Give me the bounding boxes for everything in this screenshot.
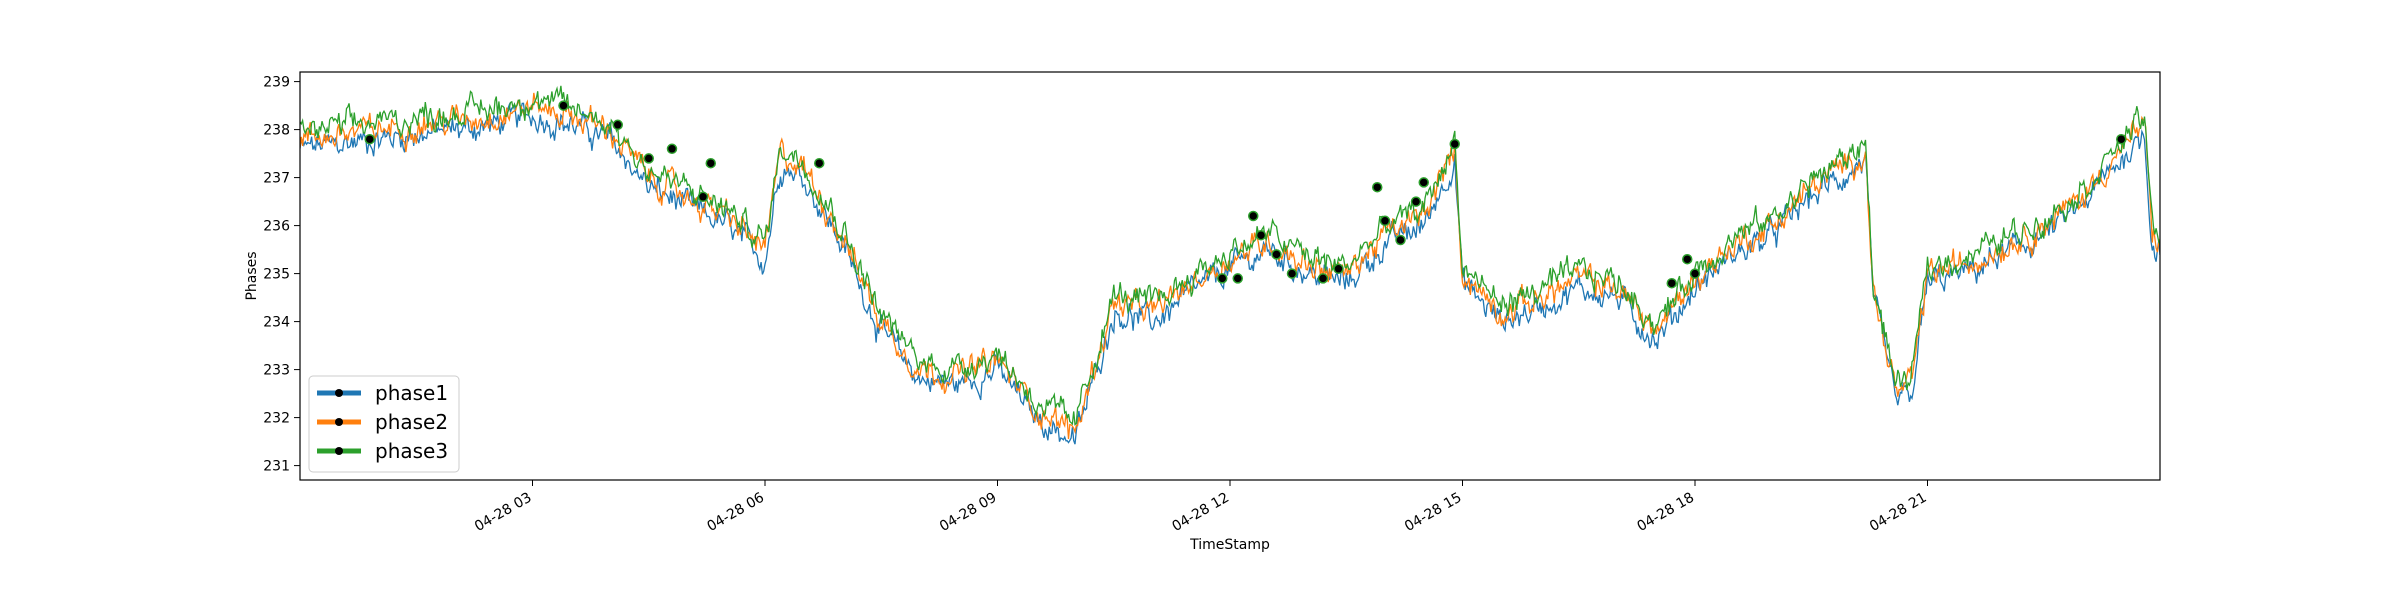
anomaly-marker — [1418, 177, 1429, 188]
legend-label-phase3: phase3 — [375, 439, 448, 463]
anomaly-marker — [643, 153, 654, 164]
x-axis: 04-28 03 04-28 06 04-28 09 04-28 12 04-28 15… — [472, 480, 1930, 535]
anomaly-marker — [1271, 249, 1282, 260]
anomaly-marker — [1372, 181, 1383, 193]
anomaly-marker — [1286, 268, 1298, 279]
legend-label-phase1: phase1 — [375, 381, 448, 405]
anomaly-marker — [697, 191, 709, 203]
legend-label-phase2: phase2 — [375, 410, 448, 434]
anomaly-marker — [558, 100, 569, 111]
anomaly-marker — [1410, 196, 1422, 207]
anomaly-marker — [1248, 210, 1259, 222]
marker-layer — [364, 100, 2127, 289]
anomaly-marker — [1333, 263, 1344, 275]
series-layer — [300, 85, 2160, 445]
x-tick-label: 04-28 12 — [1169, 490, 1232, 535]
y-tick-label: 232 — [263, 411, 290, 427]
y-tick-label: 238 — [263, 123, 290, 139]
anomaly-marker — [1232, 273, 1243, 284]
legend-marker-phase2 — [335, 418, 343, 426]
x-tick-label: 04-28 21 — [1867, 490, 1930, 535]
x-tick-label: 04-28 03 — [472, 490, 535, 535]
y-tick-label: 237 — [263, 171, 290, 187]
legend-box — [308, 375, 460, 473]
legend-marker-phase1 — [335, 389, 343, 397]
x-axis-label: TimeStamp — [1189, 537, 1270, 553]
plot-frame — [299, 71, 2161, 481]
x-tick-label: 04-28 15 — [1402, 490, 1465, 535]
anomaly-marker — [2116, 133, 2127, 145]
anomaly-marker — [1217, 273, 1228, 284]
legend-marker-phase3 — [335, 447, 343, 455]
series-line-phase1 — [300, 102, 2160, 445]
y-tick-label: 233 — [263, 363, 290, 379]
x-tick-label: 04-28 18 — [1634, 490, 1697, 535]
anomaly-marker — [1449, 138, 1460, 150]
anomaly-marker — [612, 119, 623, 131]
anomaly-marker — [1666, 277, 1677, 289]
anomaly-marker — [705, 157, 716, 169]
anomaly-marker — [1255, 229, 1267, 241]
y-tick-label: 239 — [263, 75, 290, 91]
anomaly-marker — [1379, 215, 1391, 227]
y-tick-label: 235 — [263, 267, 290, 283]
anomaly-marker — [1682, 253, 1693, 265]
anomaly-marker — [814, 157, 825, 169]
y-tick-label: 231 — [263, 459, 290, 475]
y-tick-label: 236 — [263, 219, 290, 235]
legend: phase1 phase2 phase3 — [308, 375, 460, 473]
anomaly-marker — [1395, 234, 1406, 246]
anomaly-marker — [666, 143, 678, 155]
x-tick-label: 04-28 06 — [704, 490, 767, 535]
anomaly-marker — [1689, 268, 1701, 279]
x-tick-label: 04-28 09 — [937, 490, 1000, 535]
y-tick-label: 234 — [263, 315, 290, 331]
y-axis-label: Phases — [244, 251, 260, 300]
y-axis: 231 232 233 234 235 236 237 238 239 — [263, 75, 300, 475]
anomaly-marker — [1317, 273, 1329, 284]
series-line-phase2 — [300, 92, 2160, 439]
anomaly-marker — [364, 133, 375, 145]
series-line-phase3 — [300, 85, 2160, 426]
